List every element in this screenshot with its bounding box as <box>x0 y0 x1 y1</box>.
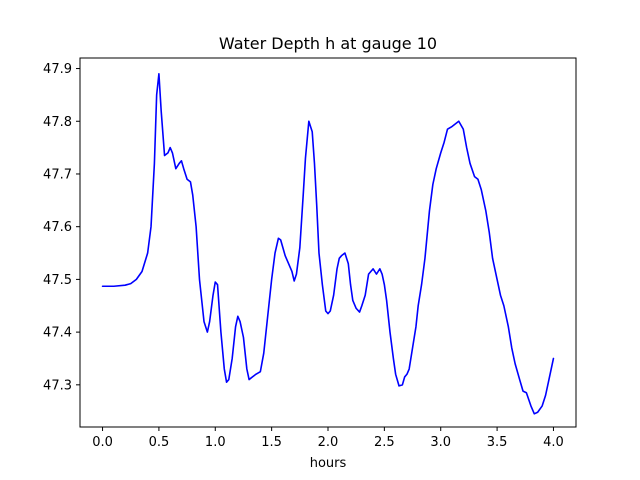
x-tick-label: 2.0 <box>318 435 339 450</box>
x-tick-label: 4.0 <box>543 435 564 450</box>
series-line <box>101 73 555 415</box>
y-tick-label: 47.5 <box>43 273 72 288</box>
y-tick-label: 47.7 <box>43 167 72 182</box>
x-tick-label: 2.5 <box>374 435 395 450</box>
chart-title: Water Depth h at gauge 10 <box>219 34 437 53</box>
x-tick-label: 3.5 <box>487 435 508 450</box>
x-axis-title: hours <box>310 456 347 471</box>
x-tick-label: 1.5 <box>261 435 282 450</box>
x-axis: 0.0 0.5 1.0 1.5 2.0 2.5 3.0 3.5 4.0 <box>92 427 564 450</box>
x-tick-label: 0.0 <box>92 435 113 450</box>
y-tick-label: 47.4 <box>43 326 72 341</box>
y-axis: 47.3 47.4 47.5 47.6 47.7 47.8 47.9 <box>43 62 80 393</box>
x-tick-label: 3.0 <box>430 435 451 450</box>
x-tick-label: 0.5 <box>149 435 170 450</box>
x-tick-label: 1.0 <box>205 435 226 450</box>
plot-area <box>101 73 555 415</box>
y-tick-label: 47.6 <box>43 220 72 235</box>
y-tick-label: 47.3 <box>43 378 72 393</box>
y-tick-label: 47.9 <box>43 62 72 77</box>
y-tick-label: 47.8 <box>43 115 72 130</box>
plot-frame <box>79 57 577 428</box>
